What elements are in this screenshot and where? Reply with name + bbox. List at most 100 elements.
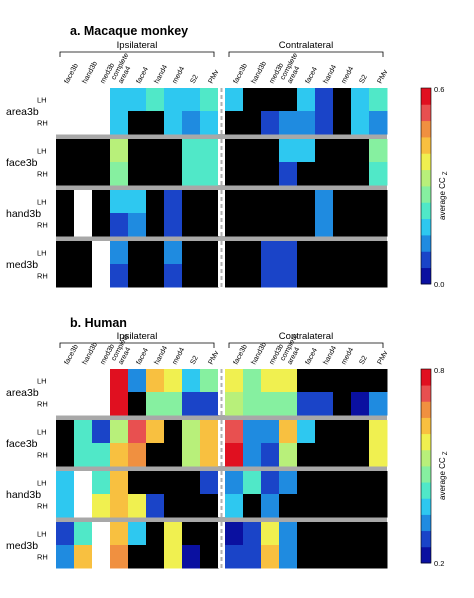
- heatmap-cell: [56, 139, 75, 163]
- heatmap-cell: [128, 139, 147, 163]
- heatmap-cell: [297, 241, 316, 265]
- heatmap-cell: [92, 494, 111, 518]
- row-group-label: hand3b: [6, 208, 41, 220]
- heatmap-cell: [182, 545, 201, 569]
- column-label: hand3b: [249, 341, 268, 366]
- heatmap-cell: [128, 241, 147, 265]
- heatmap-cell: [56, 443, 75, 467]
- heatmap-cell: [92, 545, 111, 569]
- heatmap-cell: [279, 471, 298, 495]
- heatmap-cell: [200, 88, 219, 112]
- heatmap-cell: [297, 139, 316, 163]
- column-label-line: PMv: [206, 349, 221, 366]
- group-bracket-contralateral: [228, 51, 384, 57]
- heatmap-cell: [315, 139, 334, 163]
- heatmap-cell: [92, 369, 111, 393]
- heatmap-cell: [110, 369, 129, 393]
- heatmap-cell: [128, 111, 147, 135]
- column-label: hand4: [152, 344, 169, 366]
- column-label: hand3b: [80, 341, 99, 366]
- heatmap-cell: [225, 241, 244, 265]
- heatmap-cell: [243, 88, 262, 112]
- colorbar-segment: [421, 449, 431, 467]
- heatmap-cell: [200, 471, 219, 495]
- heatmap-cell: [200, 443, 219, 467]
- heatmap-cell: [369, 264, 388, 288]
- heatmap-cell: [56, 494, 75, 518]
- heatmap-cell: [182, 369, 201, 393]
- heatmap-cell: [333, 264, 352, 288]
- column-label-line: med4: [170, 346, 186, 366]
- heatmap-cell: [128, 522, 147, 546]
- column-label-line: hand4: [152, 63, 169, 85]
- column-label: PMv: [375, 68, 390, 85]
- heatmap-cell: [351, 111, 370, 135]
- heatmap-cell: [369, 111, 388, 135]
- heatmap-cell: [200, 139, 219, 163]
- heatmap-cell: [92, 241, 111, 265]
- heatmap-cell: [225, 420, 244, 444]
- colorbar-segment: [421, 153, 431, 171]
- column-label: hand4: [321, 63, 338, 85]
- heatmap-cell: [146, 241, 165, 265]
- heatmap-cell: [279, 420, 298, 444]
- row-group-label: area3b: [6, 106, 39, 118]
- heatmap-cell: [74, 420, 93, 444]
- heatmap-cell: [279, 111, 298, 135]
- heatmap-cell: [56, 392, 75, 416]
- colorbar-min-label: 0.2: [434, 559, 444, 568]
- colorbar-segment: [421, 120, 431, 138]
- column-label: hand3b: [249, 60, 268, 85]
- heatmap-cell: [164, 420, 183, 444]
- heatmap-cell: [74, 545, 93, 569]
- column-label: med4: [170, 65, 186, 85]
- column-label: PMv: [375, 349, 390, 366]
- heatmap-cell: [74, 190, 93, 214]
- heatmap-cell: [333, 369, 352, 393]
- heatmap-cell: [243, 241, 262, 265]
- heatmap-cell: [92, 111, 111, 135]
- heatmap-cell: [200, 369, 219, 393]
- heatmap-cell: [164, 213, 183, 237]
- heatmap-cell: [146, 392, 165, 416]
- heatmap-cell: [225, 213, 244, 237]
- column-label-line: face4: [134, 65, 150, 85]
- column-label: PMv: [206, 349, 221, 366]
- heatmap-cell: [333, 471, 352, 495]
- column-label: face3b: [231, 343, 249, 366]
- heatmap-cell: [315, 420, 334, 444]
- heatmap-cell: [315, 443, 334, 467]
- row-hemisphere-label: RH: [37, 451, 48, 460]
- heatmap-cell: [92, 392, 111, 416]
- column-label-line: PMv: [375, 349, 390, 366]
- heatmap-cell: [225, 88, 244, 112]
- heatmap-cell: [315, 471, 334, 495]
- heatmap-cell: [279, 392, 298, 416]
- heatmap-cell: [315, 88, 334, 112]
- heatmap-cell: [110, 111, 129, 135]
- heatmap-cell: [74, 522, 93, 546]
- heatmap-cell: [56, 420, 75, 444]
- heatmap-cell: [297, 162, 316, 186]
- heatmap-cell: [279, 213, 298, 237]
- heatmap-cell: [110, 443, 129, 467]
- colorbar-segment: [421, 401, 431, 418]
- heatmap-cell: [200, 213, 219, 237]
- heatmap-cell: [56, 162, 75, 186]
- heatmap-cell: [182, 190, 201, 214]
- heatmap-cell: [182, 213, 201, 237]
- column-label-line: face3b: [62, 62, 80, 85]
- column-label-line: S2: [188, 73, 200, 85]
- heatmap-cell: [225, 545, 244, 569]
- colorbar-segment: [421, 369, 431, 386]
- colorbar-segment: [421, 169, 431, 187]
- heatmap-cell: [243, 162, 262, 186]
- heatmap-cell: [92, 139, 111, 163]
- heatmap-cell: [164, 471, 183, 495]
- colorbar-frame: [420, 87, 432, 285]
- heatmap-cell: [110, 241, 129, 265]
- row-group-label: area3b: [6, 387, 39, 399]
- row-hemisphere-label: RH: [37, 400, 48, 409]
- heatmap-cell: [297, 392, 316, 416]
- column-label: hand4: [321, 344, 338, 366]
